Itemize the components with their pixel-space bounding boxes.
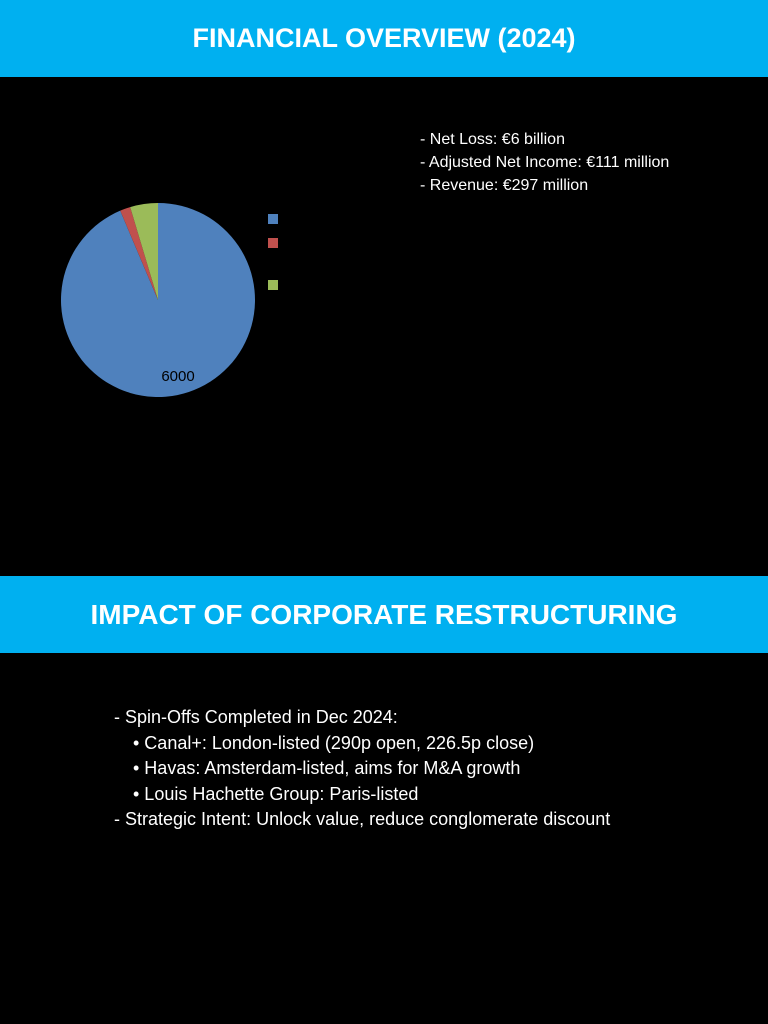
section-title-banner: IMPACT OF CORPORATE RESTRUCTURING	[0, 576, 768, 653]
bullet-louis-hachette: • Louis Hachette Group: Paris-listed	[133, 783, 419, 804]
bullet-canal-plus: • Canal+: London-listed (290p open, 226.…	[133, 732, 535, 753]
legend-swatch-series-2	[268, 238, 278, 248]
financial-stats-list: - Net Loss: €6 billion - Adjusted Net In…	[420, 128, 669, 197]
legend-swatch-series-3	[268, 280, 278, 290]
bullet-havas: • Havas: Amsterdam-listed, aims for M&A …	[133, 758, 521, 778]
pie-data-label: 6000	[161, 368, 194, 385]
bullet-spin-offs: - Spin-Offs Completed in Dec 2024:	[114, 707, 398, 727]
section-title: IMPACT OF CORPORATE RESTRUCTURING	[90, 598, 678, 630]
stat-adjusted-net-income: - Adjusted Net Income: €111 million	[420, 154, 670, 171]
legend-swatch-series-1	[268, 214, 278, 224]
stat-net-loss: - Net Loss: €6 billion	[420, 131, 565, 148]
slide-title: FINANCIAL OVERVIEW (2024)	[192, 23, 576, 53]
pie-chart: 6000	[60, 203, 256, 397]
slide-title-banner: FINANCIAL OVERVIEW (2024)	[0, 0, 768, 77]
bullet-strategic-intent: - Strategic Intent: Unlock value, reduce…	[114, 809, 611, 829]
stat-revenue: - Revenue: €297 million	[420, 177, 589, 194]
restructuring-bullet-list: - Spin-Offs Completed in Dec 2024: • Can…	[114, 705, 610, 833]
pie-slice-2	[120, 207, 158, 300]
pie-slice-3	[130, 203, 158, 300]
